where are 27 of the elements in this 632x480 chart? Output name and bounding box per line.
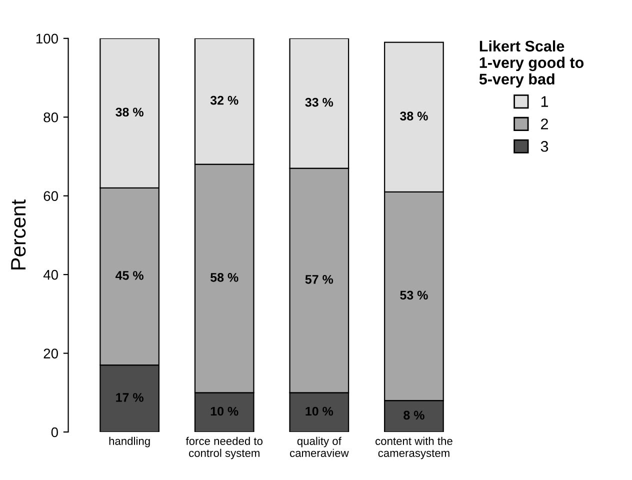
y-axis-title: Percent bbox=[11, 199, 26, 270]
data-label: 53 % bbox=[400, 290, 428, 300]
x-tick-label: content with the camerasystem bbox=[376, 436, 452, 460]
legend-label: 1 bbox=[541, 96, 548, 107]
y-tick-label: 0 bbox=[51, 427, 58, 438]
data-label: 57 % bbox=[305, 275, 334, 284]
data-label: 58 % bbox=[210, 273, 238, 282]
data-label: 10 % bbox=[306, 406, 334, 416]
y-tick-label: 60 bbox=[44, 191, 58, 202]
data-label: 8 % bbox=[404, 410, 424, 420]
x-tick-label: force needed to control system bbox=[186, 436, 263, 460]
data-label: 38 % bbox=[116, 108, 144, 117]
y-tick-label: 100 bbox=[36, 34, 58, 44]
data-label: 10 % bbox=[210, 406, 238, 416]
x-tick-label: handling bbox=[109, 436, 150, 448]
data-label: 32 % bbox=[210, 96, 238, 105]
legend-label: 2 bbox=[541, 118, 548, 130]
data-label: 33 % bbox=[305, 98, 334, 107]
y-tick-label: 40 bbox=[43, 270, 58, 280]
legend-title: Likert Scale 1-very good to 5-very bad bbox=[479, 40, 584, 88]
legend-label: 3 bbox=[540, 140, 548, 152]
y-tick-label: 80 bbox=[44, 112, 58, 122]
data-label: 38 % bbox=[400, 112, 428, 120]
y-tick-label: 20 bbox=[44, 348, 58, 358]
x-tick-label: quality of cameraview bbox=[290, 436, 349, 457]
data-label: 17 % bbox=[116, 393, 144, 402]
data-label: 45 % bbox=[116, 271, 144, 280]
